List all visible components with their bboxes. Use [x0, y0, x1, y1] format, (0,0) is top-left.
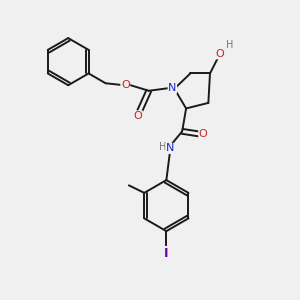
Text: N: N: [168, 83, 177, 93]
Text: O: O: [215, 49, 224, 59]
Text: O: O: [199, 129, 208, 139]
Text: O: O: [121, 80, 130, 90]
Text: O: O: [134, 111, 142, 121]
Text: H: H: [226, 40, 233, 50]
Text: H: H: [159, 142, 166, 152]
Text: N: N: [166, 143, 174, 153]
Text: I: I: [164, 247, 169, 260]
